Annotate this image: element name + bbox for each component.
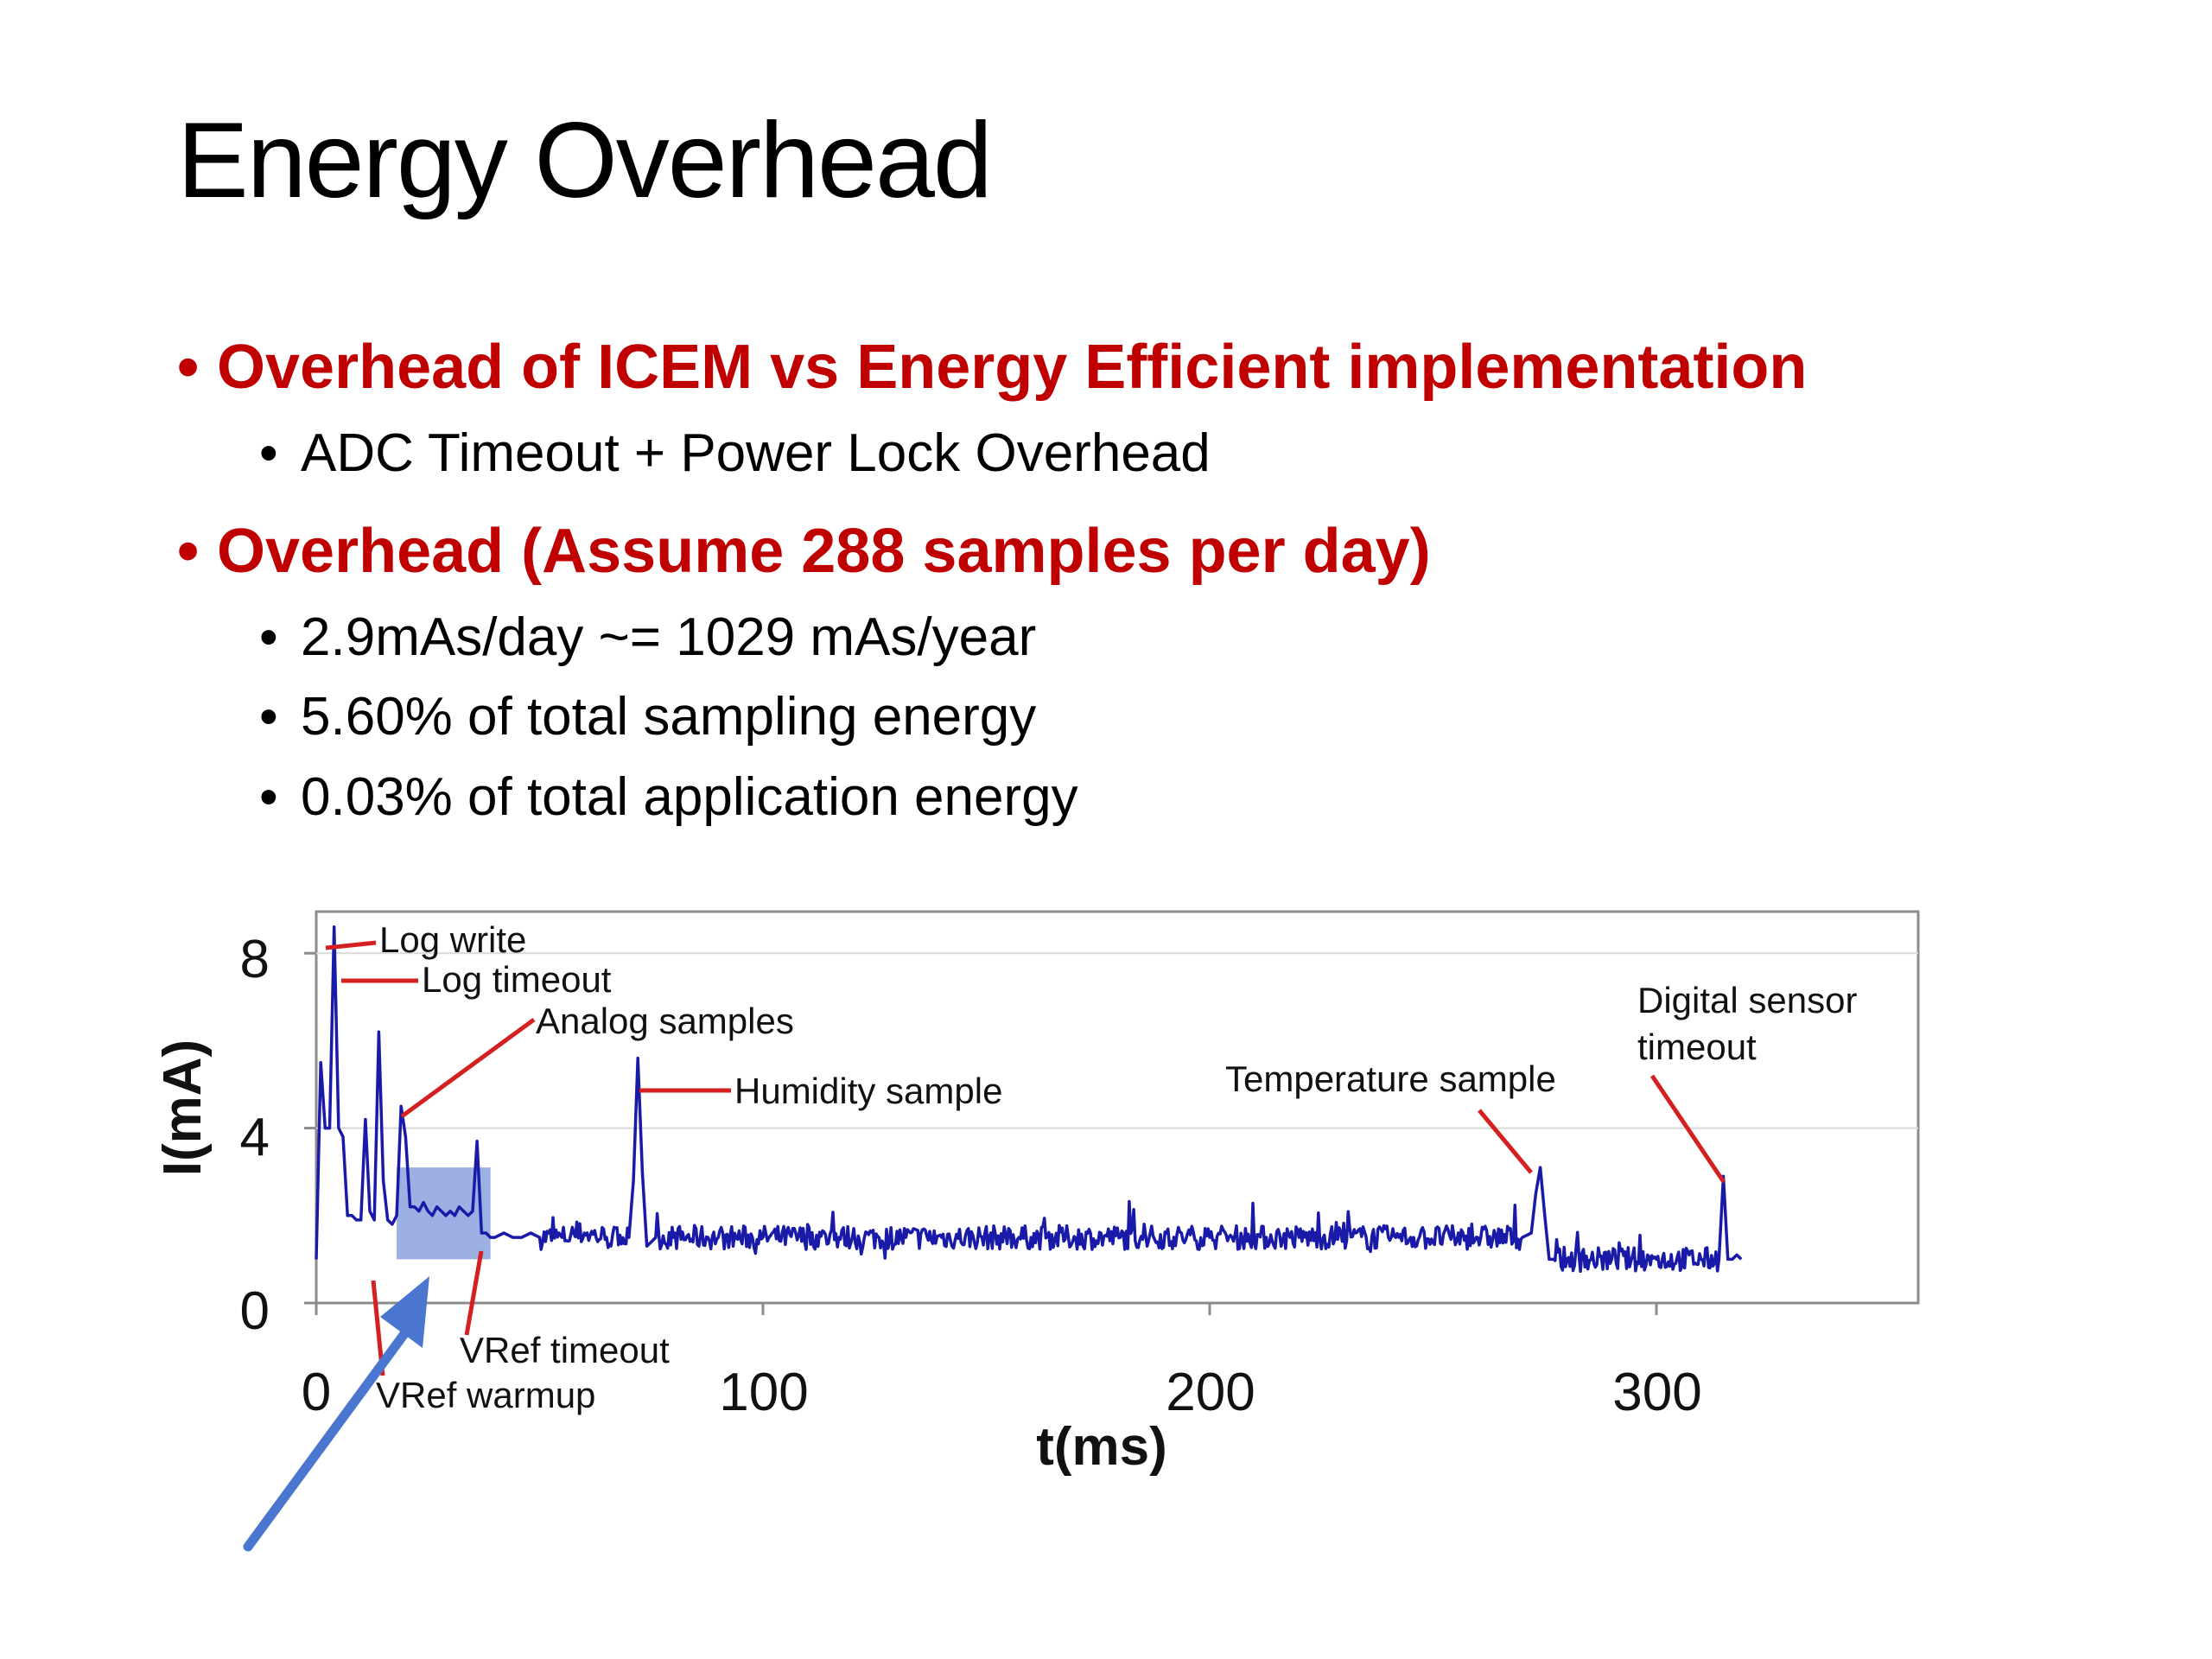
bullet-2-2-text: 5.60% of total sampling energy: [301, 687, 1037, 747]
grid: [316, 952, 1918, 1129]
x-axis-label: t(ms): [1036, 1417, 1167, 1477]
slide-title: Energy Overhead: [177, 101, 993, 220]
x-tick-label: 0: [302, 1363, 331, 1422]
annotation-line-temperature-sample: [1478, 1109, 1533, 1174]
axis-tick-labels: 8 4 0 0 100 200 300: [240, 930, 1702, 1422]
annotation-temperature-sample: Temperature sample: [1225, 1058, 1556, 1099]
bullet-1-1: • ADC Timeout + Power Lock Overhead: [259, 427, 1211, 480]
annotation-humidity-sample: Humidity sample: [734, 1071, 1002, 1111]
x-tick-label: 300: [1612, 1363, 1701, 1422]
x-tick-label: 100: [719, 1363, 808, 1422]
bullet-marker: •: [259, 687, 278, 747]
bullet-2-3-text: 0.03% of total application energy: [301, 767, 1078, 827]
annotation-lines: [325, 940, 1726, 1376]
bullet-marker: •: [177, 333, 200, 402]
annotation-log-timeout: Log timeout: [422, 959, 612, 1000]
x-tick-label: 200: [1166, 1363, 1255, 1422]
annotation-vref-warmup: VRef warmup: [376, 1375, 595, 1415]
plot-frame: [315, 910, 1920, 1305]
arrow-head-icon: [380, 1276, 429, 1348]
bullet-1: • Overhead of ICEM vs Energy Efficient im…: [177, 336, 1807, 398]
bullet-2-2: • 5.60% of total sampling energy: [259, 690, 1036, 744]
bullet-1-text: Overhead of ICEM vs Energy Efficient imp…: [217, 333, 1808, 402]
annotation-line-log-write: [325, 940, 377, 950]
bullet-2-1: • 2.9mAs/day ~= 1029 mAs/year: [259, 611, 1036, 664]
annotation-timeout: timeout: [1637, 1027, 1757, 1067]
pointer-arrow: [243, 1276, 429, 1552]
bullet-2: • Overhead (Assume 288 samples per day): [177, 520, 1431, 582]
y-axis-label: I(mA): [153, 1039, 213, 1176]
bullet-marker: •: [259, 607, 278, 667]
annotation-line-vref-timeout: [464, 1250, 484, 1336]
annotation-log-write: Log write: [379, 919, 526, 960]
annotation-analog-samples: Analog samples: [536, 1001, 794, 1041]
bullet-2-3: • 0.03% of total application energy: [259, 771, 1078, 824]
bullet-marker: •: [259, 423, 278, 483]
annotation-line-digital-sensor-timeout: [1649, 1074, 1726, 1184]
y-tick-label: 4: [240, 1108, 270, 1167]
annotation-vref-timeout: VRef timeout: [460, 1330, 670, 1370]
annotation-labels: Log write Log timeout Analog samples Hum…: [376, 919, 1857, 1415]
bullet-2-text: Overhead (Assume 288 samples per day): [217, 517, 1431, 586]
bullet-1-1-text: ADC Timeout + Power Lock Overhead: [301, 423, 1211, 483]
bullet-marker: •: [259, 767, 278, 827]
bullet-2-1-text: 2.9mAs/day ~= 1029 mAs/year: [301, 607, 1037, 667]
annotation-digital-sensor: Digital sensor: [1637, 980, 1857, 1020]
annotation-line-analog-samples: [400, 1017, 536, 1119]
arrow-shaft: [243, 1317, 418, 1552]
bullet-marker: •: [177, 517, 200, 586]
current-trace: [315, 925, 1743, 1274]
y-tick-label: 0: [240, 1281, 270, 1341]
y-tick-label: 8: [240, 930, 270, 989]
axis-ticks: [304, 951, 1658, 1315]
